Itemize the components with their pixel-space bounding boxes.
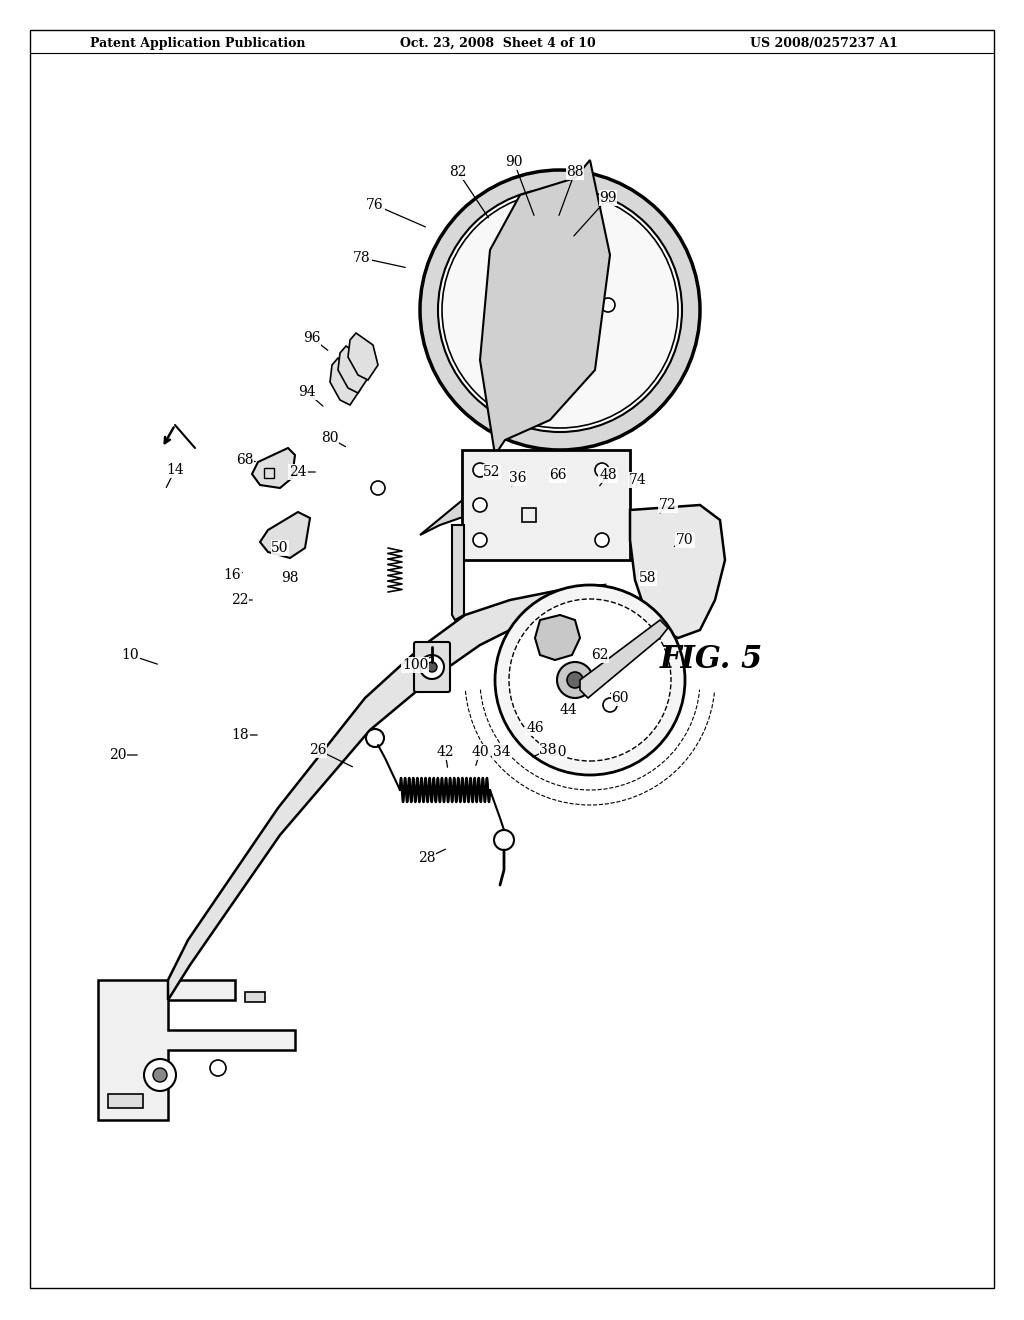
Text: 100: 100 xyxy=(401,657,428,672)
Text: 74: 74 xyxy=(629,473,647,487)
Text: 46: 46 xyxy=(526,721,544,735)
Text: 38: 38 xyxy=(540,743,557,756)
Text: 62: 62 xyxy=(591,648,608,663)
Text: FIG. 5: FIG. 5 xyxy=(660,644,763,676)
Circle shape xyxy=(371,480,385,495)
Text: 88: 88 xyxy=(566,165,584,180)
Text: 66: 66 xyxy=(549,469,566,482)
Circle shape xyxy=(534,282,557,308)
Text: 20: 20 xyxy=(110,748,127,762)
Circle shape xyxy=(570,261,584,275)
Circle shape xyxy=(210,1060,226,1076)
Text: US 2008/0257237 A1: US 2008/0257237 A1 xyxy=(750,37,898,50)
Circle shape xyxy=(473,498,487,512)
Circle shape xyxy=(366,729,384,747)
Circle shape xyxy=(438,187,682,432)
Circle shape xyxy=(427,663,437,672)
Text: 18: 18 xyxy=(231,729,249,742)
Circle shape xyxy=(420,655,444,678)
Polygon shape xyxy=(630,506,725,638)
Circle shape xyxy=(473,533,487,546)
FancyBboxPatch shape xyxy=(414,642,450,692)
Text: 70: 70 xyxy=(676,533,694,546)
Text: 44: 44 xyxy=(559,704,577,717)
Circle shape xyxy=(565,352,575,363)
Text: 50: 50 xyxy=(271,541,289,554)
Polygon shape xyxy=(168,585,605,1001)
Polygon shape xyxy=(480,160,610,455)
Text: 30: 30 xyxy=(549,744,566,759)
Circle shape xyxy=(511,256,525,269)
Text: 36: 36 xyxy=(509,471,526,484)
Circle shape xyxy=(595,533,609,546)
Text: 90: 90 xyxy=(505,154,522,169)
Text: 26: 26 xyxy=(309,743,327,756)
Circle shape xyxy=(517,267,573,323)
Circle shape xyxy=(442,191,678,428)
Circle shape xyxy=(144,1059,176,1092)
Circle shape xyxy=(153,1068,167,1082)
Polygon shape xyxy=(535,615,580,660)
Polygon shape xyxy=(338,346,368,393)
Text: Oct. 23, 2008  Sheet 4 of 10: Oct. 23, 2008 Sheet 4 of 10 xyxy=(400,37,596,50)
Text: 14: 14 xyxy=(166,463,184,477)
FancyBboxPatch shape xyxy=(108,1094,143,1107)
Text: 24: 24 xyxy=(289,465,307,479)
Circle shape xyxy=(557,663,593,698)
Circle shape xyxy=(509,599,671,762)
Text: 80: 80 xyxy=(322,432,339,445)
Polygon shape xyxy=(580,620,668,698)
Text: 28: 28 xyxy=(418,851,436,865)
Circle shape xyxy=(506,315,520,329)
Text: 10: 10 xyxy=(121,648,139,663)
Circle shape xyxy=(595,463,609,477)
Circle shape xyxy=(473,463,487,477)
Text: 96: 96 xyxy=(303,331,321,345)
Polygon shape xyxy=(252,447,295,488)
Circle shape xyxy=(567,672,583,688)
Text: 60: 60 xyxy=(611,690,629,705)
Text: 58: 58 xyxy=(639,572,656,585)
Polygon shape xyxy=(348,333,378,380)
Polygon shape xyxy=(420,450,585,535)
Text: 72: 72 xyxy=(659,498,677,512)
Text: 42: 42 xyxy=(436,744,454,759)
Text: 78: 78 xyxy=(353,251,371,265)
Text: 48: 48 xyxy=(599,469,616,482)
Circle shape xyxy=(494,830,514,850)
Text: 76: 76 xyxy=(367,198,384,213)
Text: 98: 98 xyxy=(282,572,299,585)
Polygon shape xyxy=(330,358,360,405)
Circle shape xyxy=(565,321,579,334)
Circle shape xyxy=(495,585,685,775)
Text: Patent Application Publication: Patent Application Publication xyxy=(90,37,305,50)
Text: 82: 82 xyxy=(450,165,467,180)
FancyBboxPatch shape xyxy=(245,993,265,1002)
Text: 34: 34 xyxy=(494,744,511,759)
Text: 99: 99 xyxy=(599,191,616,205)
Text: 22: 22 xyxy=(231,593,249,607)
Text: 16: 16 xyxy=(223,568,241,582)
Text: 40: 40 xyxy=(471,744,488,759)
Circle shape xyxy=(601,298,615,312)
FancyBboxPatch shape xyxy=(462,450,630,560)
Text: 94: 94 xyxy=(298,385,315,399)
Text: 68: 68 xyxy=(237,453,254,467)
Polygon shape xyxy=(98,979,295,1119)
Polygon shape xyxy=(260,512,310,558)
Text: 52: 52 xyxy=(483,465,501,479)
Circle shape xyxy=(603,698,617,711)
Circle shape xyxy=(420,170,700,450)
Polygon shape xyxy=(452,525,464,620)
